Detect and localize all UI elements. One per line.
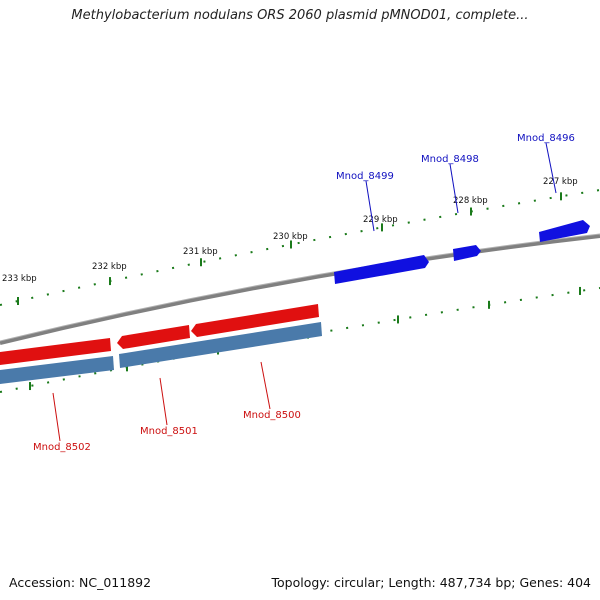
scale-label: 227 kbp <box>543 177 578 187</box>
inner-tick-ring <box>0 287 600 393</box>
gene-label-mnod-8496[interactable]: Mnod_8496 <box>517 133 575 144</box>
gene-arrow-mnod-8500[interactable] <box>191 304 319 337</box>
leader-mnod-8502 <box>52 392 61 442</box>
cds-bars <box>0 322 322 384</box>
cds-bar-2[interactable] <box>0 356 114 384</box>
summary-text: Topology: circular; Length: 487,734 bp; … <box>271 575 592 590</box>
scale-label: 228 kbp <box>453 196 488 206</box>
gene-arrow-mnod-8499[interactable] <box>334 255 429 284</box>
backbone <box>0 234 600 345</box>
gene-arrow-mnod-8502[interactable] <box>0 338 111 365</box>
gene-label-mnod-8498[interactable]: Mnod_8498 <box>421 154 479 165</box>
reverse-genes <box>0 304 319 365</box>
forward-genes <box>334 220 590 284</box>
map-title: Methylobacterium nodulans ORS 2060 plasm… <box>71 8 529 23</box>
gene-arrow-mnod-8501[interactable] <box>117 325 190 349</box>
scale-label: 231 kbp <box>183 247 218 257</box>
scale-label: 232 kbp <box>92 262 127 272</box>
gene-label-mnod-8501[interactable]: Mnod_8501 <box>140 426 198 437</box>
gene-labels: Mnod_8496 Mnod_8498 Mnod_8499 Mnod_8500 … <box>33 133 575 453</box>
label-leaders <box>52 142 557 442</box>
scale-label: 229 kbp <box>363 215 398 225</box>
scale-label: 230 kbp <box>273 232 308 242</box>
gene-arrow-mnod-8496[interactable] <box>539 220 590 242</box>
scale-labels: 227 kbp 228 kbp 229 kbp 230 kbp 231 kbp … <box>2 177 578 284</box>
backbone-highlight <box>0 233 600 342</box>
leader-mnod-8498 <box>449 163 459 214</box>
leader-mnod-8500 <box>260 361 271 410</box>
cds-bar-1[interactable] <box>119 322 322 368</box>
gene-label-mnod-8500[interactable]: Mnod_8500 <box>243 410 301 421</box>
accession-text: Accession: NC_011892 <box>9 575 152 590</box>
gene-label-mnod-8499[interactable]: Mnod_8499 <box>336 171 394 182</box>
leader-mnod-8496 <box>545 142 557 194</box>
leader-mnod-8499 <box>365 180 375 232</box>
leader-mnod-8501 <box>159 377 168 426</box>
scale-label: 233 kbp <box>2 274 37 284</box>
gene-label-mnod-8502[interactable]: Mnod_8502 <box>33 442 91 453</box>
gene-arrow-mnod-8498[interactable] <box>453 245 481 261</box>
